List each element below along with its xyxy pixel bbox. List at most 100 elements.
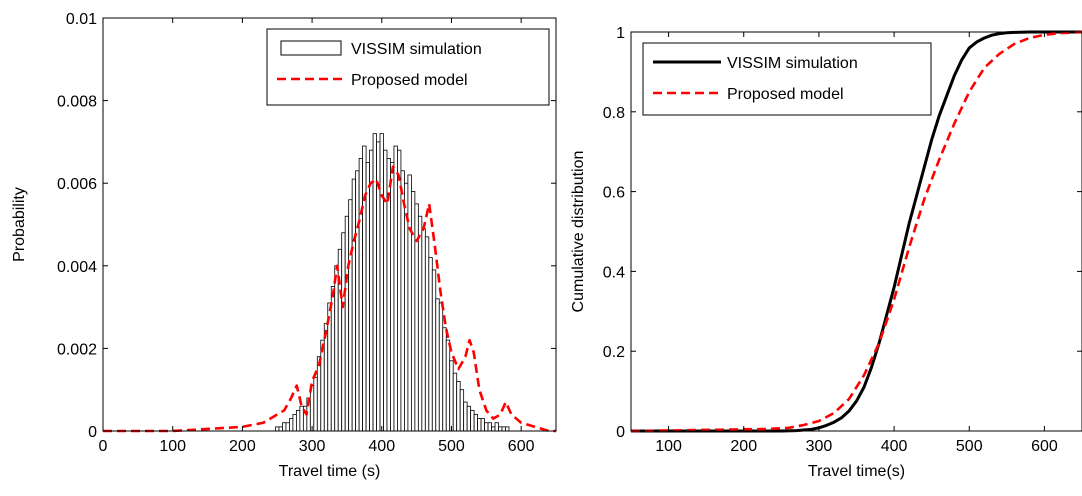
chart-0-x-tick-label: 400 xyxy=(368,438,395,455)
chart-0-y-tick-label: 0.006 xyxy=(57,176,97,193)
chart-0-histogram-bar xyxy=(358,158,364,432)
chart-0-histogram-bar xyxy=(320,339,325,432)
chart-0-histogram-bar xyxy=(348,199,353,432)
chart-0-histogram-bar xyxy=(438,302,444,432)
chart-1-legend: VISSIM simulation Proposed model xyxy=(642,42,932,116)
chart-0-histogram-bar xyxy=(452,372,458,432)
chart-0-histogram-bar xyxy=(424,236,430,432)
chart-0-y-axis-label: Probability xyxy=(11,187,28,262)
chart-0-histogram-bar xyxy=(487,422,492,432)
chart-0-histogram-bar xyxy=(355,170,360,432)
chart-0-histogram-bar xyxy=(278,426,283,432)
chart-0-histogram-bar xyxy=(466,405,472,432)
chart-0-histogram-bar xyxy=(341,232,346,432)
chart-0-histogram-bar xyxy=(442,327,447,432)
chart-0-histogram-bar xyxy=(435,298,440,432)
chart-1-legend-box xyxy=(642,42,932,116)
chart-1-x-tick-label: 400 xyxy=(881,438,908,455)
chart-0-histogram-bar xyxy=(344,215,350,432)
chart-0-histogram-bar xyxy=(397,149,402,432)
chart-0-histogram-bar xyxy=(351,178,357,432)
chart-0-histogram-bar xyxy=(484,422,489,432)
chart-0-histogram-bar xyxy=(299,405,304,432)
chart-1-legend-label: Proposed model xyxy=(727,86,844,103)
chart-0-x-tick-label: 0 xyxy=(99,438,108,455)
chart-0-x-axis-label: Travel time (s) xyxy=(279,463,381,480)
chart-0-legend-label: Proposed model xyxy=(351,72,468,89)
chart-0-histogram-bar xyxy=(477,418,482,432)
chart-0-legend: VISSIM simulation Proposed model xyxy=(266,28,550,106)
chart-0-histogram-bar xyxy=(334,265,339,432)
chart-0-histogram-bar xyxy=(313,376,318,432)
chart-0-histogram-bar xyxy=(498,426,503,432)
chart-0-histogram-bar xyxy=(369,149,374,432)
chart-0-series-1-line xyxy=(103,165,556,433)
cdf-chart: 100 200 300 400 500 600 0 0.2 0.4 0.6 0.8 1 Travel t… xyxy=(570,25,1082,480)
chart-1-x-tick-label: 200 xyxy=(730,438,757,455)
chart-0-histogram-bar xyxy=(449,360,454,432)
chart-1-y-tick-label: 0.8 xyxy=(603,105,625,122)
chart-0-histogram-bar xyxy=(417,215,423,432)
chart-0-histogram-bar xyxy=(428,257,433,432)
chart-0-histogram-bar xyxy=(372,133,377,432)
chart-0-histogram-bar xyxy=(282,422,287,432)
chart-0-histogram-bar xyxy=(410,191,416,432)
chart-1-legend-label: VISSIM simulation xyxy=(727,55,858,72)
chart-0-y-tick-label: 0.01 xyxy=(66,11,97,28)
chart-0-x-tick-label: 300 xyxy=(299,438,326,455)
chart-0-histogram-bar xyxy=(407,174,412,432)
chart-0-x-tick-label: 600 xyxy=(508,438,535,455)
chart-0-legend-label: VISSIM simulation xyxy=(351,41,482,58)
chart-1-x-tick-label: 100 xyxy=(655,438,682,455)
chart-0-histogram-bar xyxy=(473,414,478,432)
chart-1-y-tick-label: 0.6 xyxy=(603,185,625,202)
chart-0-histogram-bar xyxy=(275,426,280,432)
chart-0-histogram-bar xyxy=(494,422,499,432)
chart-1-x-tick-label: 300 xyxy=(806,438,833,455)
chart-1-y-tick-label: 1 xyxy=(616,25,625,42)
chart-0-histogram-bar xyxy=(463,401,468,432)
chart-0-histogram-bar xyxy=(480,418,485,432)
chart-0-histogram-bar xyxy=(393,145,398,432)
chart-0-histogram-bar xyxy=(400,170,405,432)
chart-1-x-tick-label: 500 xyxy=(956,438,983,455)
chart-0-histogram-bar xyxy=(431,269,437,432)
chart-0-histogram-bar xyxy=(362,145,367,432)
chart-0-histogram-bar xyxy=(379,133,384,432)
chart-0-axes-box xyxy=(102,17,557,432)
histogram-chart: 0 100 200 300 400 500 600 0 0.002 0.004 0.006 0.008… xyxy=(11,11,557,480)
chart-0-histogram-bar xyxy=(445,339,451,432)
chart-1-y-tick-label: 0.2 xyxy=(603,344,625,361)
chart-1-y-tick-label: 0 xyxy=(616,424,625,441)
chart-0-histogram-bar xyxy=(470,409,475,432)
chart-0-histogram-bar xyxy=(316,356,322,432)
chart-0-x-tick-label: 100 xyxy=(159,438,186,455)
chart-1-x-axis-label: Travel time(s) xyxy=(808,463,905,480)
chart-0-y-tick-label: 0 xyxy=(88,424,97,441)
chart-1-axes-box xyxy=(630,31,1082,432)
chart-0-histogram-bar xyxy=(295,409,301,432)
chart-1-series-0-line xyxy=(631,30,1082,433)
chart-0-histogram-bar xyxy=(323,323,329,432)
chart-0-histogram-bar xyxy=(292,414,297,432)
chart-0-histogram-bar xyxy=(285,422,290,432)
chart-1-y-tick-label: 0.4 xyxy=(603,264,625,281)
chart-0-histogram-bar xyxy=(289,418,294,432)
chart-0-histogram-bar xyxy=(421,228,426,432)
chart-0-x-tick-label: 500 xyxy=(438,438,465,455)
chart-0-histogram-bar xyxy=(456,381,461,432)
chart-0-histogram-bar xyxy=(501,426,506,432)
chart-1-series-1-line xyxy=(630,30,1082,433)
chart-1-x-tick-label: 600 xyxy=(1031,438,1058,455)
chart-0-histogram-bar xyxy=(365,162,370,432)
chart-0-legend-swatch xyxy=(280,40,342,56)
chart-0-y-tick-label: 0.008 xyxy=(57,94,97,111)
chart-0-histogram-bar xyxy=(459,389,465,432)
chart-0-histogram-bar xyxy=(491,426,496,432)
chart-0-y-tick-label: 0.002 xyxy=(57,341,97,358)
chart-0-y-tick-label: 0.004 xyxy=(57,259,97,276)
chart-1-y-axis-label: Cumulative distribution xyxy=(570,151,587,313)
chart-0-histogram-bar xyxy=(383,149,388,432)
chart-0-histogram-bar xyxy=(390,162,395,432)
